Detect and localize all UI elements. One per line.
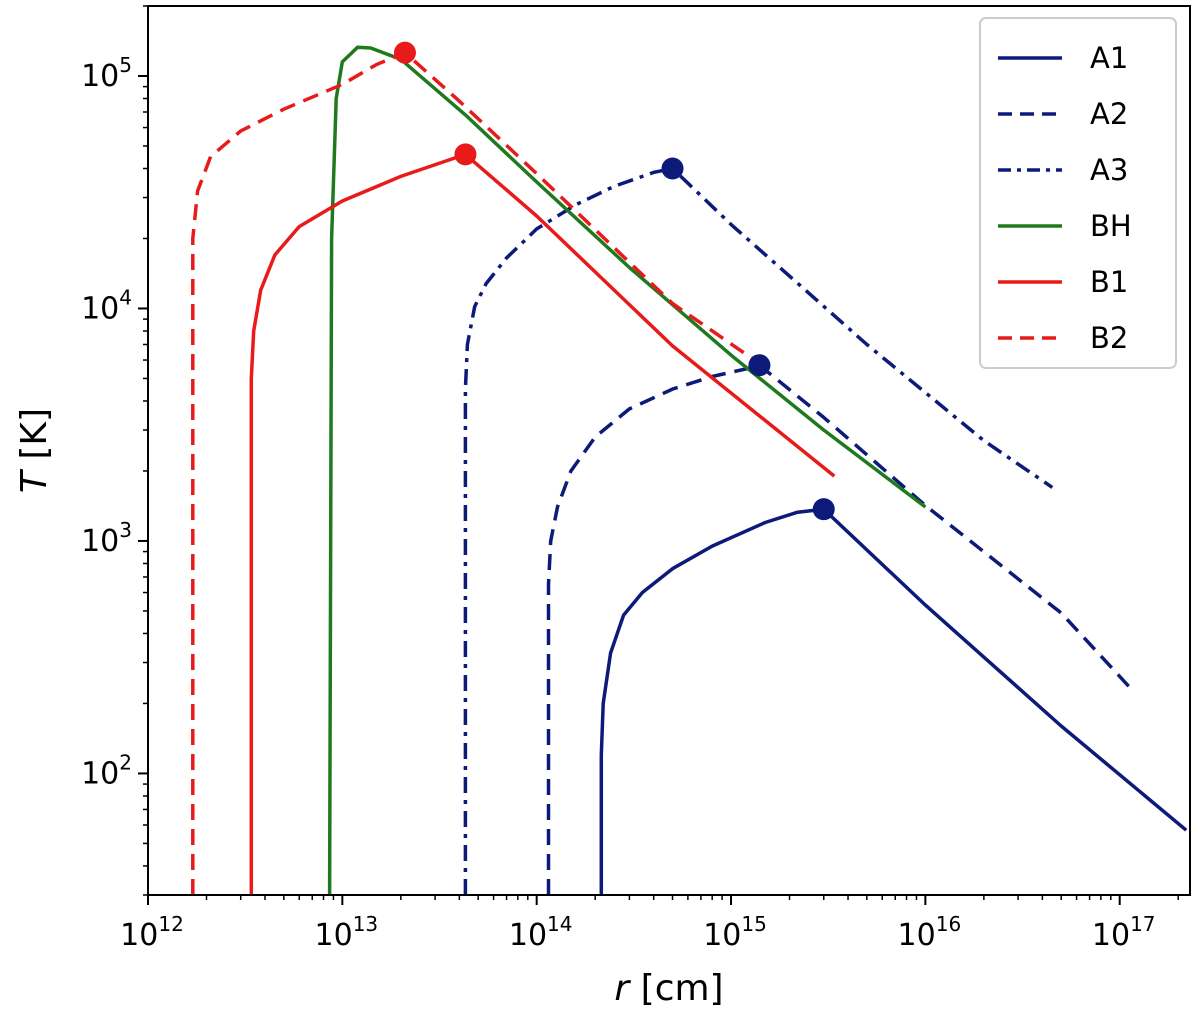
peak-marker-b1 [454, 143, 477, 166]
y-tick-exponent: 3 [119, 518, 132, 542]
x-tick-label: 1013 [315, 912, 379, 953]
x-tick-label: 1015 [703, 912, 767, 953]
x-tick-exponent: 16 [936, 912, 961, 936]
peak-marker-b2 [393, 41, 416, 64]
x-tick-label: 1016 [898, 912, 962, 953]
legend-label-a1: A1 [1090, 41, 1128, 75]
x-tick-label: 1014 [509, 912, 573, 953]
x-tick-base: 10 [120, 918, 158, 953]
y-tick-base: 10 [81, 291, 119, 326]
y-tick-base: 10 [81, 524, 119, 559]
peak-marker-a2 [748, 354, 771, 377]
legend: A1 A2 A3 BH B1 B2 [979, 17, 1177, 369]
y-axis-unit: [K] [14, 408, 55, 471]
y-tick-base: 10 [81, 59, 119, 94]
series-line-a2 [546, 363, 1133, 895]
peak-marker-a1 [812, 498, 835, 521]
legend-label-b1: B1 [1090, 265, 1128, 299]
legend-label-a3: A3 [1090, 153, 1128, 187]
x-tick-label: 1017 [1092, 912, 1156, 953]
y-tick-exponent: 4 [119, 285, 132, 309]
x-tick-exponent: 15 [741, 912, 766, 936]
series-line-b2 [191, 50, 761, 895]
x-axis-variable: r [614, 968, 631, 1009]
legend-box [979, 17, 1177, 369]
x-tick-base: 10 [898, 918, 936, 953]
y-tick-exponent: 5 [119, 53, 132, 77]
x-tick-exponent: 17 [1130, 912, 1155, 936]
y-axis-label: T [K] [14, 408, 55, 493]
peak-marker-a3 [661, 157, 684, 180]
legend-label-b2: B2 [1090, 321, 1128, 355]
y-tick-label: 102 [81, 750, 132, 791]
y-tick-exponent: 2 [119, 750, 132, 774]
series-line-bh [327, 45, 927, 895]
series-line-b1 [249, 152, 836, 895]
y-tick-label: 103 [81, 518, 132, 559]
x-axis-unit: [cm] [629, 968, 723, 1009]
x-tick-base: 10 [509, 918, 547, 953]
y-tick-label: 105 [81, 53, 132, 94]
legend-label-a2: A2 [1090, 97, 1128, 131]
x-axis-label: r [cm] [614, 968, 723, 1009]
marker-layer [393, 41, 835, 521]
y-tick-base: 10 [81, 756, 119, 791]
legend-label-bh: BH [1090, 209, 1132, 243]
x-tick-exponent: 12 [158, 912, 183, 936]
x-tick-base: 10 [703, 918, 741, 953]
y-axis-variable: T [14, 468, 55, 493]
plot-frame [147, 5, 1191, 896]
x-tick-exponent: 13 [353, 912, 378, 936]
x-tick-base: 10 [1092, 918, 1130, 953]
x-tick-exponent: 14 [547, 912, 572, 936]
x-tick-base: 10 [315, 918, 353, 953]
y-tick-label: 104 [81, 285, 132, 326]
series-line-a1 [599, 507, 1188, 895]
x-tick-label: 1012 [120, 912, 184, 953]
